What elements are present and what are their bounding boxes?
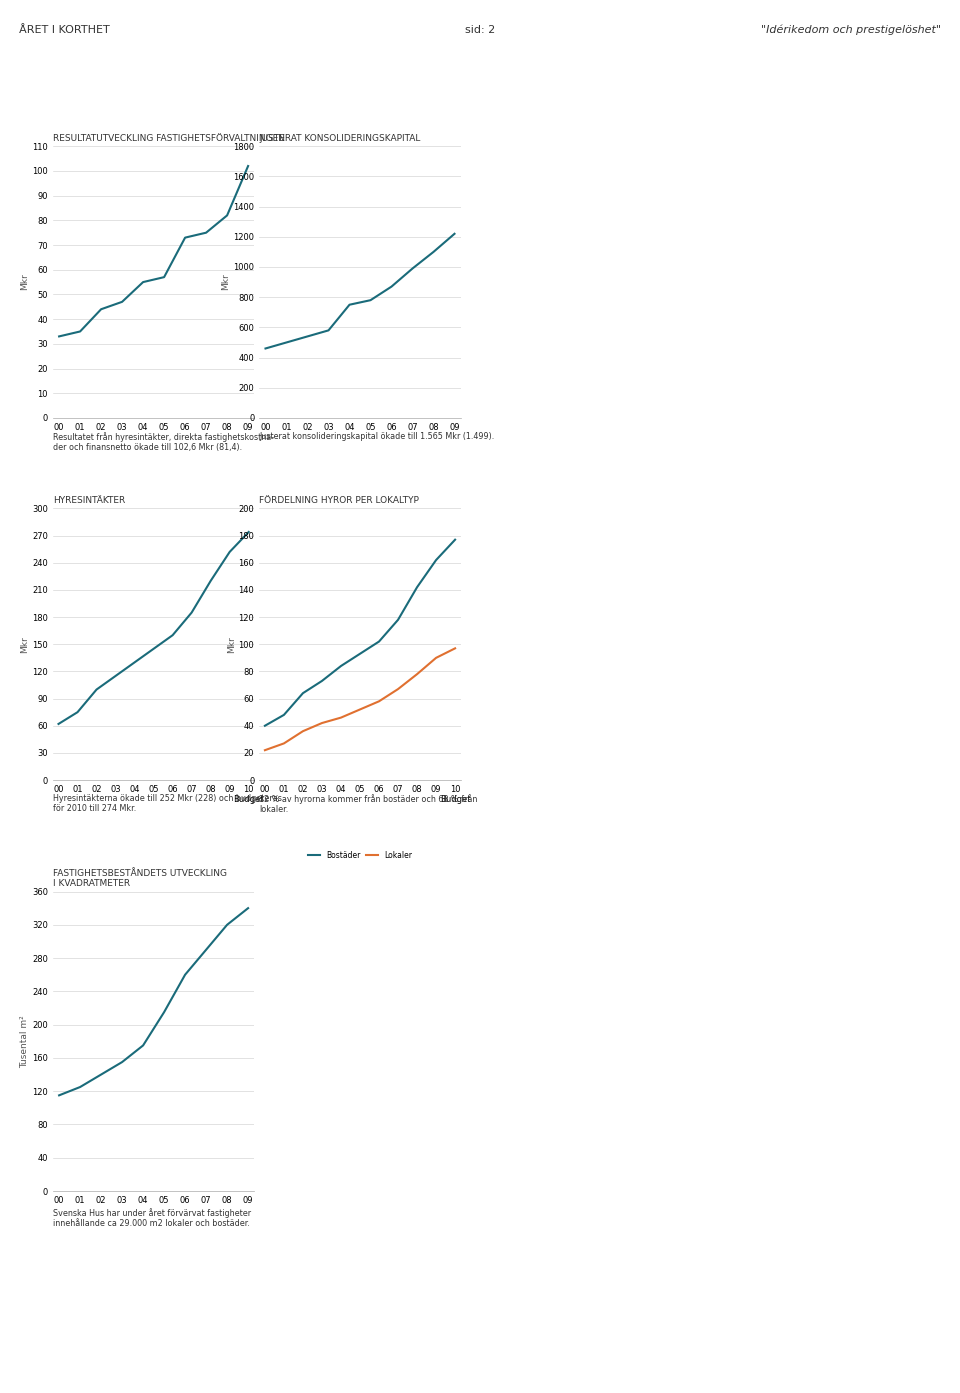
Text: 5.227 kr/m2 (5.306): 5.227 kr/m2 (5.306)	[519, 553, 653, 566]
Text: 32 % av hyrorna kommer från bostäder och 68 % från
lokaler.: 32 % av hyrorna kommer från bostäder och…	[259, 794, 477, 815]
Text: JUSTERAT KONSOLIDERINGSKAPITAL: JUSTERAT KONSOLIDERINGSKAPITAL	[259, 134, 420, 142]
Y-axis label: Mkr: Mkr	[20, 635, 30, 653]
Text: 2,3 år (3,2) *: 2,3 år (3,2) *	[519, 754, 605, 766]
Y-axis label: Mkr: Mkr	[227, 635, 236, 653]
Text: sid: 2: sid: 2	[465, 25, 495, 35]
Text: 3,78 % (4,32): 3,78 % (4,32)	[519, 694, 610, 706]
Text: Räntebetalningsförmåga: Räntebetalningsförmåga	[519, 254, 706, 267]
Text: * Per 2009-12-31 finns tecknade kontrakt
om forwardstartade räntederivat uppgå-
: * Per 2009-12-31 finns tecknade kontrakt…	[519, 993, 748, 1061]
Text: 8,6 % (9,1): 8,6 % (9,1)	[519, 380, 592, 393]
Text: Belåning: Belåning	[519, 513, 585, 528]
Legend: Bostäder, Lokaler: Bostäder, Lokaler	[305, 848, 415, 864]
Y-axis label: Tusental m²: Tusental m²	[20, 1015, 29, 1067]
Text: HYRESINTÄKTER: HYRESINTÄKTER	[53, 496, 125, 504]
Text: 11,9 % (12,8): 11,9 % (12,8)	[519, 293, 610, 306]
Text: Definitioner se sid 17: Definitioner se sid 17	[519, 1330, 638, 1340]
Text: "Idérikedom och prestigelöshet": "Idérikedom och prestigelöshet"	[760, 25, 941, 35]
Text: Genomsnittlig ränta
per bokslutsdatum: Genomsnittlig ränta per bokslutsdatum	[519, 613, 670, 641]
Text: Synlig konsolideringsgrad: Synlig konsolideringsgrad	[519, 800, 715, 812]
Text: ÅRET I KORTHET: ÅRET I KORTHET	[19, 25, 110, 35]
Text: Genomsnittlig räntebindningstid: Genomsnittlig räntebindningstid	[519, 713, 764, 726]
Text: Hyresintäkterna ökade till 252 Mkr (228) och budgeteras
för 2010 till 274 Mkr.: Hyresintäkterna ökade till 252 Mkr (228)…	[53, 794, 281, 814]
Text: 47 % (47): 47 % (47)	[519, 929, 585, 942]
Text: Resultatet från hyresintäkter, direkta fastighetskostna-
der och finansnetto öka: Resultatet från hyresintäkter, direkta f…	[53, 432, 274, 453]
Text: 26 % (26): 26 % (26)	[519, 840, 585, 853]
Text: Bokfört värde: Bokfört värde	[519, 426, 623, 440]
Text: 6.264 kr/m2 (6.340): 6.264 kr/m2 (6.340)	[519, 467, 653, 479]
Text: Svenska Hus har under året förvärvat fastigheter
innehållande ca 29.000 m2 lokal: Svenska Hus har under året förvärvat fas…	[53, 1208, 251, 1229]
Text: Justerad konsolideringsgrad: Justerad konsolideringsgrad	[519, 889, 732, 903]
Y-axis label: Mkr: Mkr	[20, 273, 30, 291]
Text: Nettoavkastning: Nettoavkastning	[519, 340, 644, 352]
Text: FÖRDELNING HYROR PER LOKALTYP: FÖRDELNING HYROR PER LOKALTYP	[259, 496, 420, 504]
Text: Nyckeltal: Nyckeltal	[519, 139, 665, 169]
Text: Justerat konsolideringskapital ökade till 1.565 Mkr (1.499).: Justerat konsolideringskapital ökade til…	[259, 432, 494, 440]
Y-axis label: Mkr: Mkr	[222, 273, 230, 291]
Text: FASTIGHETSBESTÅNDETS UTVECKLING
I KVADRATMETER: FASTIGHETSBESTÅNDETS UTVECKLING I KVADRA…	[53, 869, 227, 887]
Text: RESULTATUTVECKLING FASTIGHETSFÖRVALTNINGEN: RESULTATUTVECKLING FASTIGHETSFÖRVALTNING…	[53, 134, 285, 142]
